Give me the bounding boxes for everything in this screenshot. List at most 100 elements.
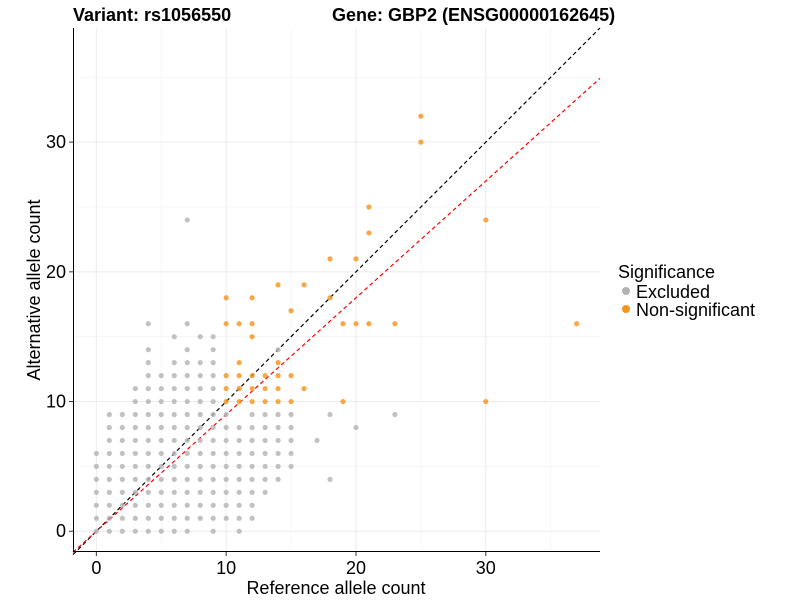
point-excluded xyxy=(236,528,242,534)
y-tick-label: 20 xyxy=(46,262,66,282)
point-excluded xyxy=(171,334,177,340)
point-excluded xyxy=(132,463,138,469)
point-excluded xyxy=(210,437,216,444)
point-non-significant xyxy=(327,295,333,301)
point-excluded xyxy=(210,489,216,495)
point-excluded xyxy=(158,489,164,495)
point-excluded xyxy=(171,385,177,392)
point-excluded xyxy=(106,437,112,444)
point-excluded xyxy=(93,528,99,534)
point-excluded xyxy=(145,360,151,366)
legend-key-non-significant xyxy=(622,305,630,313)
point-excluded xyxy=(106,411,112,418)
point-non-significant xyxy=(275,360,281,366)
point-excluded xyxy=(145,385,151,392)
point-excluded xyxy=(223,424,229,431)
point-excluded xyxy=(106,476,112,482)
x-tick-label: 30 xyxy=(476,558,496,578)
point-excluded xyxy=(275,476,281,482)
point-excluded xyxy=(106,489,112,495)
point-non-significant xyxy=(236,373,242,379)
point-excluded xyxy=(249,476,255,482)
point-excluded xyxy=(210,385,216,392)
point-excluded xyxy=(93,463,99,469)
point-excluded xyxy=(158,424,164,431)
point-excluded xyxy=(249,489,255,495)
point-excluded xyxy=(236,476,242,482)
point-non-significant xyxy=(236,385,242,392)
point-excluded xyxy=(236,437,242,444)
point-excluded xyxy=(184,217,190,223)
x-axis-title: Reference allele count xyxy=(246,578,425,598)
point-non-significant xyxy=(236,360,242,366)
point-excluded xyxy=(184,373,190,379)
point-excluded xyxy=(132,476,138,482)
point-excluded xyxy=(262,424,268,431)
point-excluded xyxy=(132,398,138,405)
point-excluded xyxy=(184,360,190,366)
point-excluded xyxy=(184,411,190,418)
point-non-significant xyxy=(483,217,489,223)
point-excluded xyxy=(145,424,151,431)
point-excluded xyxy=(184,347,190,353)
point-excluded xyxy=(197,373,203,379)
point-excluded xyxy=(184,528,190,534)
point-excluded xyxy=(197,334,203,340)
point-excluded xyxy=(197,463,203,469)
point-non-significant xyxy=(353,256,359,262)
point-excluded xyxy=(262,476,268,482)
point-excluded xyxy=(197,360,203,366)
point-excluded xyxy=(184,463,190,469)
point-excluded xyxy=(119,502,125,508)
point-excluded xyxy=(145,411,151,418)
point-excluded xyxy=(132,437,138,444)
point-excluded xyxy=(197,398,203,405)
point-excluded xyxy=(210,360,216,366)
point-excluded xyxy=(210,463,216,469)
point-excluded xyxy=(132,528,138,534)
point-excluded xyxy=(171,502,177,508)
legend-label-non-significant: Non-significant xyxy=(636,300,755,320)
legend-label-excluded: Excluded xyxy=(636,282,710,302)
point-non-significant xyxy=(223,385,229,392)
point-excluded xyxy=(314,437,320,444)
point-non-significant xyxy=(366,321,372,327)
chart-title-variant: Variant: rs1056550 xyxy=(73,5,231,25)
point-excluded xyxy=(184,385,190,392)
y-tick-label: 30 xyxy=(46,132,66,152)
chart-title-gene: Gene: GBP2 (ENSG00000162645) xyxy=(332,5,615,25)
point-excluded xyxy=(145,528,151,534)
point-excluded xyxy=(249,411,255,418)
point-excluded xyxy=(197,437,203,444)
point-excluded xyxy=(171,411,177,418)
y-tick-label: 10 xyxy=(46,392,66,412)
point-excluded xyxy=(171,476,177,482)
point-excluded xyxy=(236,489,242,495)
point-non-significant xyxy=(418,113,424,119)
point-excluded xyxy=(210,502,216,508)
point-excluded xyxy=(184,476,190,482)
point-excluded xyxy=(132,411,138,418)
point-excluded xyxy=(288,411,294,418)
point-excluded xyxy=(210,347,216,353)
point-excluded xyxy=(119,463,125,469)
point-excluded xyxy=(184,450,190,457)
point-excluded xyxy=(210,450,216,457)
point-non-significant xyxy=(353,321,359,327)
point-non-significant xyxy=(223,398,229,405)
point-excluded xyxy=(158,476,164,482)
point-excluded xyxy=(158,373,164,379)
point-excluded xyxy=(93,489,99,495)
point-excluded xyxy=(119,424,125,431)
point-excluded xyxy=(275,424,281,431)
point-non-significant xyxy=(249,385,255,392)
reference-line-identity xyxy=(72,27,601,556)
point-non-significant xyxy=(223,321,229,327)
point-excluded xyxy=(145,502,151,508)
point-non-significant xyxy=(418,139,424,145)
legend-key-excluded xyxy=(622,287,630,295)
point-excluded xyxy=(223,463,229,469)
point-excluded xyxy=(184,424,190,431)
point-excluded xyxy=(171,424,177,431)
point-excluded xyxy=(93,450,99,457)
